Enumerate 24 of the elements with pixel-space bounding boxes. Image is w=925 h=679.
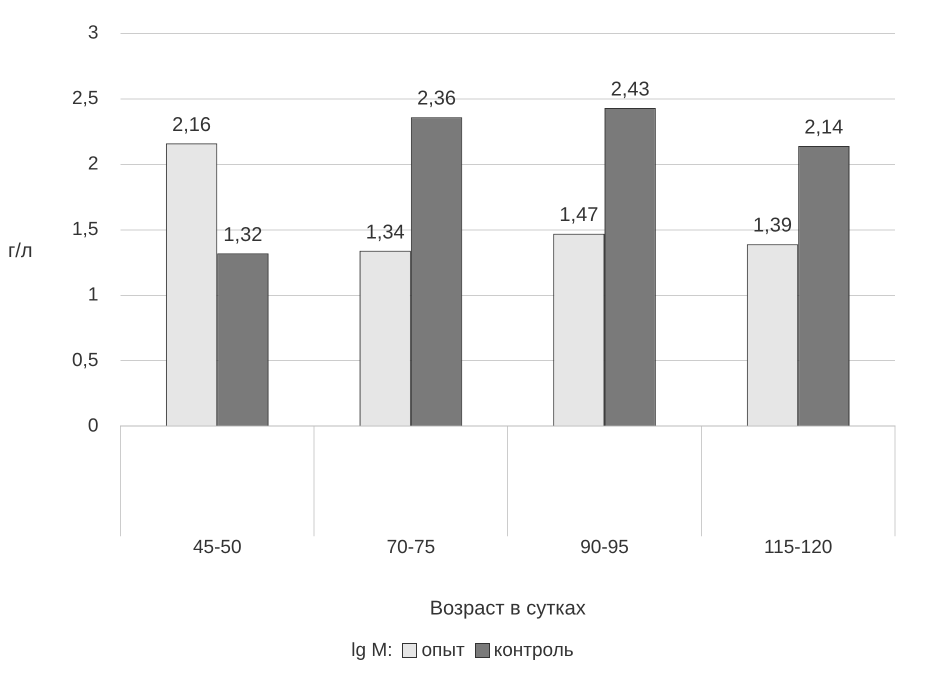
data-label: 2,14 bbox=[804, 116, 844, 139]
data-label: 1,39 bbox=[753, 214, 792, 237]
x-axis-title: Возраст в сутках bbox=[430, 598, 586, 620]
y-tick-label: 0,5 bbox=[72, 350, 98, 371]
x-tick-label: 70-75 bbox=[386, 536, 436, 558]
data-label: 2,16 bbox=[172, 114, 212, 136]
y-tick-label: 2 bbox=[88, 154, 98, 175]
y-tick-label: 1 bbox=[88, 284, 98, 306]
y-tick-label: 1,5 bbox=[72, 219, 98, 240]
y-tick-label: 0 bbox=[88, 415, 98, 436]
x-tick-label: 45-50 bbox=[192, 536, 242, 558]
data-label: 1,32 bbox=[223, 224, 262, 246]
x-tick-label: 90-95 bbox=[580, 536, 629, 558]
x-tick-label: 115-120 bbox=[764, 536, 832, 558]
data-label: 2,43 bbox=[610, 78, 650, 101]
y-tick-label: 2,5 bbox=[72, 88, 98, 110]
legend-label: контроль bbox=[494, 640, 574, 661]
data-label: 1,47 bbox=[559, 204, 598, 226]
legend-title: lg M: bbox=[351, 640, 392, 661]
y-tick-label: 3 bbox=[88, 22, 98, 44]
data-label: 1,34 bbox=[366, 221, 405, 244]
data-label: 2,36 bbox=[417, 88, 456, 110]
legend-label: опыт bbox=[421, 640, 465, 661]
y-axis-title: г/л bbox=[8, 240, 33, 263]
